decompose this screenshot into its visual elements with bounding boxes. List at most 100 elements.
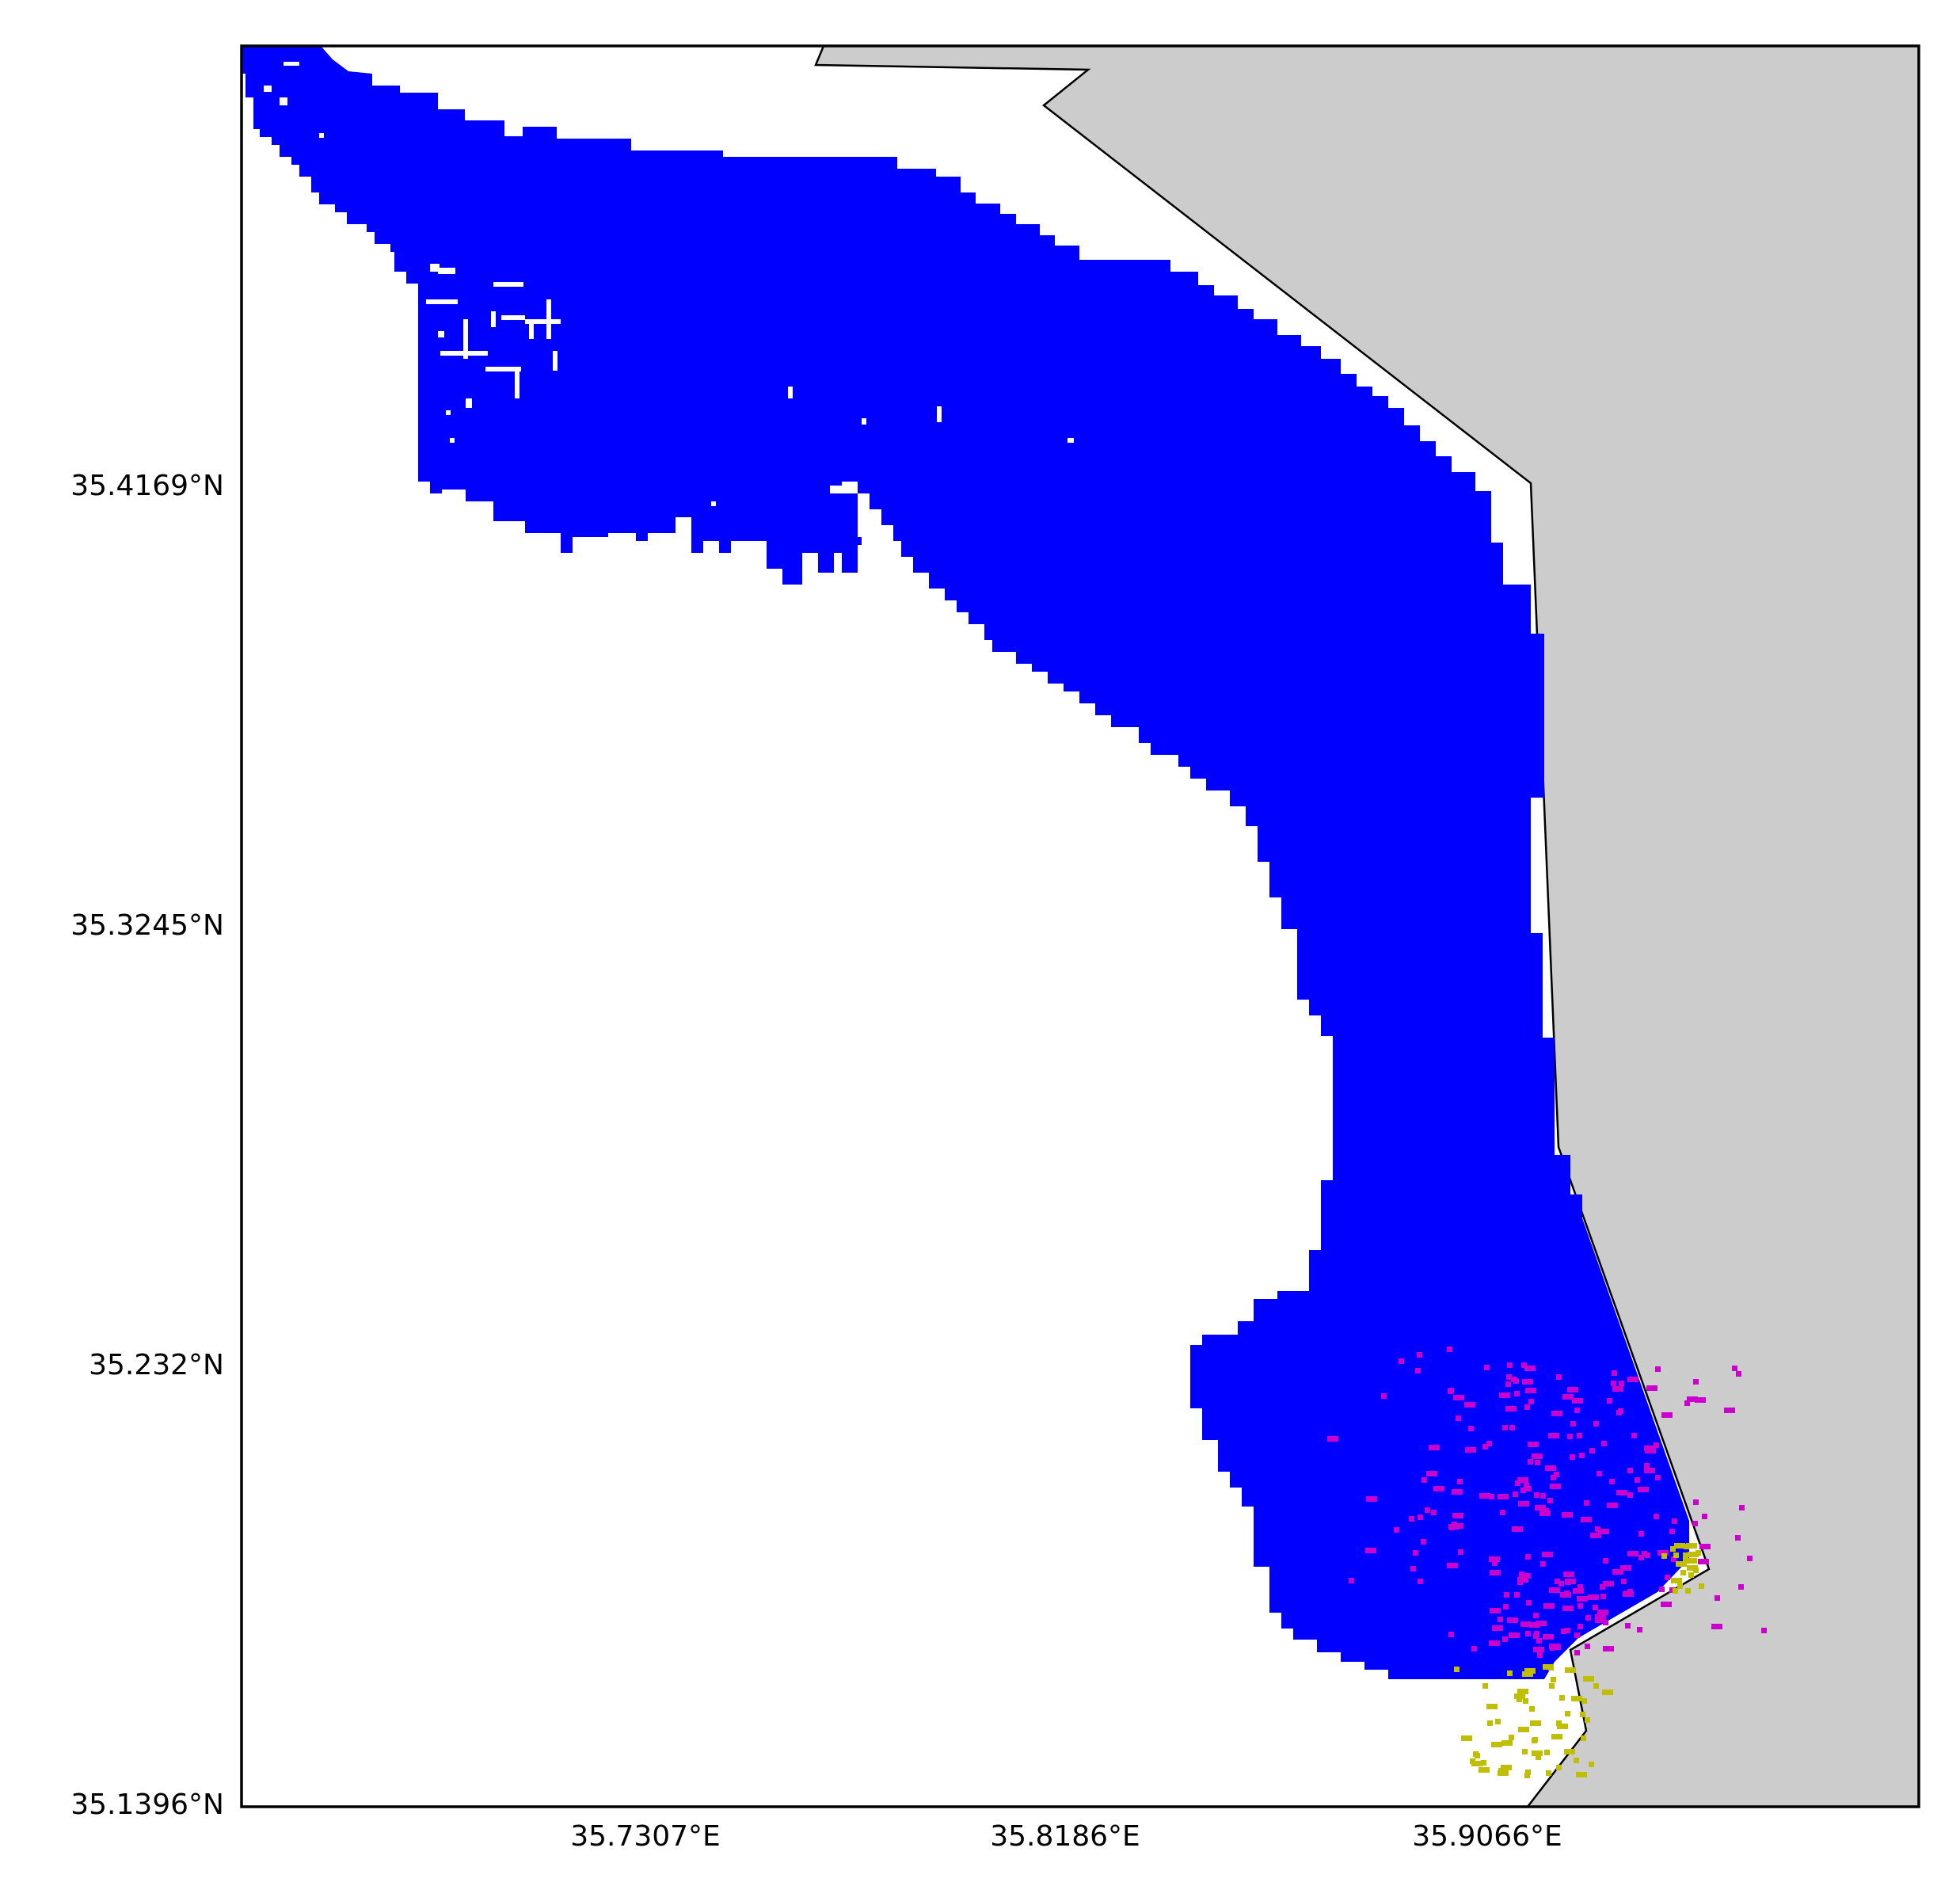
map-point (1661, 1602, 1672, 1607)
map-point (1532, 1737, 1538, 1743)
map-point (1683, 1552, 1688, 1558)
map-point (1556, 1720, 1562, 1726)
map-point (1567, 1387, 1578, 1392)
map-point (1447, 1347, 1452, 1352)
map-point (1452, 1513, 1463, 1518)
map-point (1661, 1412, 1673, 1418)
map-point (1394, 1527, 1399, 1533)
map-point (1522, 1379, 1533, 1385)
map-point (1514, 1391, 1520, 1396)
map-point (1490, 1608, 1501, 1613)
map-point (1529, 1622, 1540, 1628)
map-point (1457, 1479, 1463, 1484)
map-point (1738, 1584, 1744, 1590)
map-point (1528, 1459, 1533, 1465)
map-point (1597, 1471, 1602, 1476)
map-point (1676, 1561, 1687, 1567)
map-point (1687, 1565, 1698, 1571)
map-point (1646, 1385, 1657, 1391)
x-tick-label: 35.7307°E (570, 1820, 721, 1853)
map-point (1507, 1362, 1513, 1368)
map-point (1543, 1508, 1549, 1514)
map-point (1580, 1712, 1585, 1717)
map-point (1505, 1406, 1517, 1411)
map-point (1515, 1480, 1520, 1486)
map-point (1644, 1468, 1655, 1473)
map-point (1528, 1442, 1539, 1447)
map-point (1642, 1551, 1647, 1556)
map-point (1471, 1646, 1477, 1651)
map-point (1673, 1552, 1679, 1558)
map-point (1507, 1671, 1513, 1676)
map-point (1534, 1492, 1539, 1498)
map-point (1715, 1595, 1720, 1601)
map-point (1570, 1454, 1575, 1460)
map-point (1736, 1371, 1741, 1377)
map-point (1520, 1621, 1532, 1627)
map-point (1612, 1569, 1623, 1575)
map-point (1579, 1453, 1585, 1458)
map-point (1502, 1636, 1508, 1642)
map-point (1625, 1623, 1631, 1629)
map-point (1499, 1392, 1510, 1398)
y-tick-label: 35.1396°N (70, 1789, 224, 1821)
map-point (1481, 1760, 1486, 1766)
map-point (1644, 1446, 1655, 1451)
map-point (1593, 1683, 1599, 1689)
map-point (1735, 1535, 1741, 1541)
map-point (1560, 1592, 1571, 1598)
map-point (1500, 1510, 1505, 1515)
map-point (1669, 1587, 1675, 1593)
map-point (1588, 1594, 1599, 1600)
map-point (1574, 1632, 1580, 1638)
map-point (1572, 1398, 1583, 1404)
map-point (1505, 1381, 1511, 1387)
map-point (1607, 1398, 1612, 1404)
map-point (1536, 1638, 1542, 1644)
map-point (1600, 1584, 1605, 1590)
map-point (1595, 1617, 1606, 1623)
map-point (1688, 1552, 1699, 1557)
map-point (1609, 1479, 1615, 1484)
map-point (1627, 1492, 1633, 1498)
map-point (1699, 1544, 1711, 1549)
map-point (1524, 1668, 1536, 1674)
map-point (1498, 1768, 1504, 1773)
map-point (1571, 1696, 1582, 1701)
map-point (1475, 1761, 1481, 1766)
map-point (1618, 1408, 1623, 1414)
map-point (1465, 1447, 1476, 1453)
map-point (1711, 1624, 1722, 1629)
map-point (1598, 1529, 1609, 1534)
map-point (1637, 1627, 1642, 1632)
map-point (1565, 1628, 1570, 1633)
map-point (1578, 1584, 1583, 1590)
map-point (1702, 1514, 1707, 1519)
map-point (1655, 1366, 1661, 1372)
map-point (1536, 1754, 1541, 1760)
map-point (1564, 1749, 1575, 1754)
map-point (1627, 1377, 1638, 1382)
map-point (1657, 1550, 1669, 1556)
map-point (1491, 1742, 1502, 1747)
map-point (1612, 1370, 1617, 1376)
map-point (1543, 1664, 1554, 1670)
map-point (1501, 1765, 1512, 1770)
map-point (1699, 1583, 1704, 1589)
map-point (1525, 1770, 1531, 1775)
map-point (1578, 1624, 1583, 1629)
map-point (1603, 1646, 1614, 1651)
yellow-points (1454, 1543, 1704, 1778)
map-point (1535, 1460, 1540, 1465)
map-point (1525, 1631, 1531, 1636)
map-point (1537, 1652, 1543, 1658)
map-point (1557, 1724, 1568, 1729)
map-point (1654, 1442, 1659, 1448)
map-point (1518, 1727, 1529, 1732)
map-point (1655, 1475, 1661, 1480)
map-point (1540, 1561, 1546, 1567)
map-point (1551, 1411, 1562, 1416)
map-point (1555, 1644, 1561, 1650)
map-point (1513, 1378, 1519, 1384)
map-point (1567, 1434, 1573, 1439)
